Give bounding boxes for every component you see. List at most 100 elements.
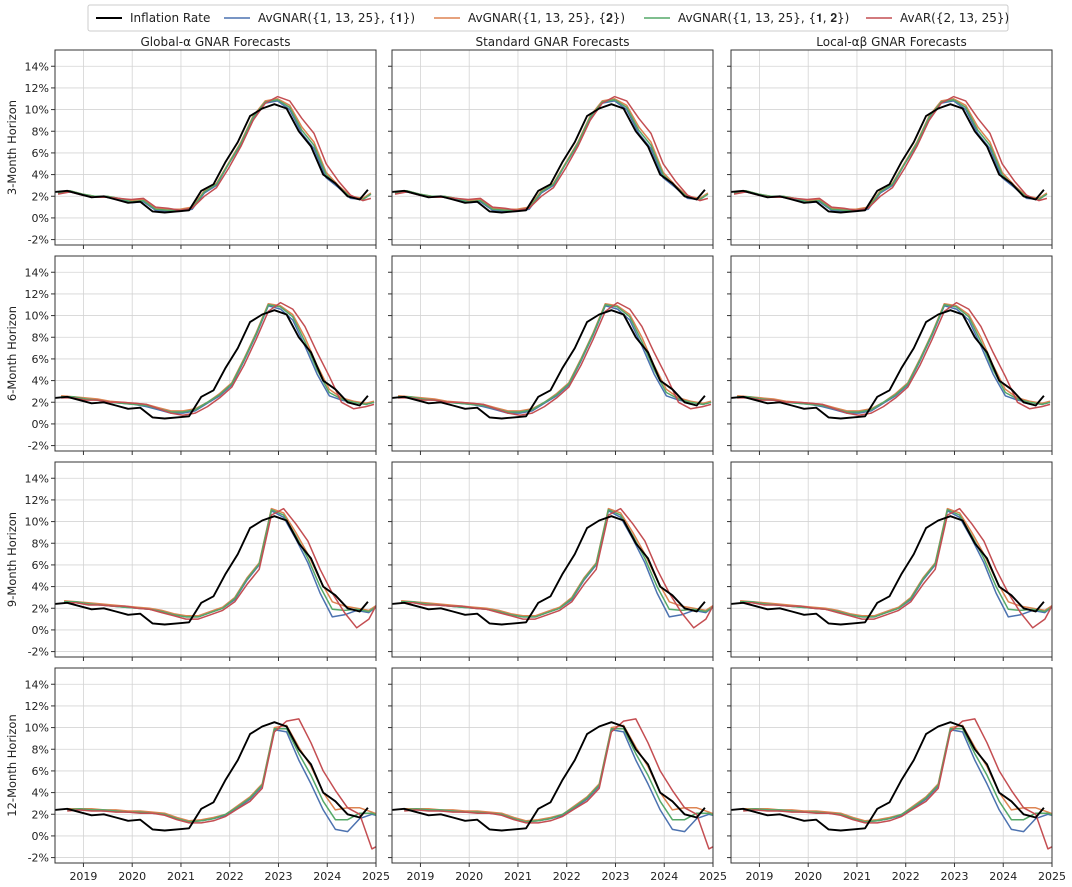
panel-series — [731, 718, 1052, 850]
row-label: 12-Month Horizon — [5, 714, 19, 816]
panel-12-month-horizon-local-gnar-forecasts: 2019 2020 2021 2022 2023 2024 2025 — [727, 667, 1066, 883]
panel-frame — [54, 49, 377, 246]
y-tick-label: 8% — [32, 537, 49, 550]
y-tick-label: 2% — [32, 190, 49, 203]
series-line-avgnar-1-13-25 — [64, 510, 376, 618]
y-tick-label: 14% — [25, 678, 49, 691]
x-tick-label: 2020 — [118, 870, 146, 883]
row-label: 6-Month Horizon — [5, 306, 19, 401]
series-line-avar-2-13-25 — [64, 507, 376, 629]
panel-frame — [730, 255, 1053, 452]
series-line-inflation-rate — [392, 515, 706, 626]
panel-frame — [391, 461, 714, 658]
row-label: 3-Month Horizon — [5, 100, 19, 195]
panel-frame — [54, 461, 377, 658]
panel-series — [731, 95, 1048, 214]
y-tick-label: 0% — [32, 624, 49, 637]
series-line-avar-2-13-25 — [743, 718, 1052, 850]
row-label: 9-Month Horizon — [5, 512, 19, 607]
panel-3-month-horizon-global-gnar-forecasts: -2% 0% 2% 4% 6% 8% 10% 12% 14% Global-α GNAR Fore… — [5, 35, 377, 249]
y-tick-label: 10% — [25, 722, 49, 735]
series-line-avgnar-1-13-25 — [740, 510, 1052, 618]
series-line-avgnar-1-13-25 — [740, 508, 1052, 618]
series-line-inflation-rate — [55, 515, 369, 626]
series-line-avgnar-1-13-25 — [64, 508, 376, 618]
x-tick-label: 2021 — [504, 870, 532, 883]
x-tick-label: 2025 — [1038, 870, 1066, 883]
series-line-avar-2-13-25 — [733, 95, 1048, 212]
series-line-avgnar-1-13-25 — [733, 100, 1048, 213]
legend-item-4: AvAR({2, 13, 25}) — [866, 11, 1009, 25]
y-tick-label: 12% — [25, 494, 49, 507]
series-line-inflation-rate — [731, 103, 1045, 214]
series-line-avgnar-1-13-25 — [394, 99, 709, 212]
y-tick-label: 4% — [32, 787, 49, 800]
panel-series — [731, 301, 1051, 420]
panel-6-month-horizon-local-gnar-forecasts — [727, 255, 1053, 455]
panel-series — [392, 301, 712, 420]
panel-6-month-horizon-standard-gnar-forecasts — [388, 255, 714, 455]
panel-12-month-horizon-global-gnar-forecasts: -2% 0% 2% 4% 6% 8% 10% 12% 14% 2019 2020 2021 2022 20… — [5, 667, 390, 883]
series-line-avgnar-1-13-25 — [67, 724, 376, 822]
panel-frame — [730, 461, 1053, 658]
panel-frame — [730, 49, 1053, 246]
series-line-avgnar-1-13-25 — [401, 507, 713, 617]
y-tick-label: 0% — [32, 212, 49, 225]
series-line-inflation-rate — [731, 721, 1045, 832]
x-tick-label: 2022 — [892, 870, 920, 883]
x-tick-label: 2021 — [843, 870, 871, 883]
legend-frame — [87, 4, 1009, 32]
series-line-avgnar-1-13-25 — [401, 510, 713, 618]
series-line-inflation-rate — [392, 309, 706, 420]
series-line-inflation-rate — [392, 721, 706, 832]
y-tick-label: 4% — [32, 375, 49, 388]
y-tick-label: 10% — [25, 310, 49, 323]
x-tick-label: 2024 — [989, 870, 1017, 883]
y-tick-label: 12% — [25, 700, 49, 713]
panel-3-month-horizon-standard-gnar-forecasts: Standard GNAR Forecasts — [388, 35, 714, 249]
legend-label: AvGNAR({1, 13, 25}, {𝟏}) — [258, 11, 415, 25]
x-tick-label: 2019 — [69, 870, 97, 883]
x-tick-label: 2020 — [794, 870, 822, 883]
series-line-inflation-rate — [55, 309, 369, 420]
y-tick-label: -2% — [28, 646, 49, 659]
panel-series — [392, 718, 713, 850]
y-tick-label: 4% — [32, 169, 49, 182]
panel-grid: -2% 0% 2% 4% 6% 8% 10% 12% 14% Global-α GNAR Fore… — [5, 35, 1066, 883]
panel-6-month-horizon-global-gnar-forecasts: -2% 0% 2% 4% 6% 8% 10% 12% 14% 6-Month Horizon — [5, 255, 377, 455]
y-tick-label: 6% — [32, 147, 49, 160]
series-line-avgnar-1-13-25 — [394, 100, 709, 213]
y-tick-label: 6% — [32, 765, 49, 778]
y-tick-label: 8% — [32, 743, 49, 756]
series-line-avgnar-1-13-25 — [404, 724, 713, 822]
x-tick-label: 2021 — [167, 870, 195, 883]
panel-series — [55, 95, 372, 214]
panel-frame — [54, 255, 377, 452]
x-tick-label: 2025 — [362, 870, 390, 883]
column-title: Global-α GNAR Forecasts — [141, 35, 291, 49]
series-line-avar-2-13-25 — [67, 718, 376, 850]
column-title: Local-αβ GNAR Forecasts — [816, 35, 966, 49]
panel-frame — [391, 255, 714, 452]
y-tick-label: 2% — [32, 396, 49, 409]
series-line-avgnar-1-13-25 — [57, 99, 372, 212]
series-line-avgnar-1-13-25 — [57, 98, 372, 211]
panel-series — [55, 507, 376, 629]
y-tick-label: 0% — [32, 418, 49, 431]
x-tick-label: 2024 — [313, 870, 341, 883]
y-tick-label: 2% — [32, 602, 49, 615]
x-tick-label: 2023 — [264, 870, 292, 883]
series-line-inflation-rate — [55, 721, 369, 832]
series-line-avgnar-1-13-25 — [733, 99, 1048, 212]
panel-series — [731, 507, 1052, 629]
legend-label: Inflation Rate — [130, 11, 210, 25]
y-tick-label: 6% — [32, 353, 49, 366]
y-tick-label: 10% — [25, 516, 49, 529]
x-tick-label: 2022 — [553, 870, 581, 883]
series-line-inflation-rate — [731, 309, 1045, 420]
series-line-avar-2-13-25 — [740, 507, 1052, 629]
legend-label: AvGNAR({1, 13, 25}, {𝟐}) — [468, 11, 625, 25]
series-line-inflation-rate — [731, 515, 1045, 626]
legend-item-2: AvGNAR({1, 13, 25}, {𝟐}) — [434, 11, 625, 25]
